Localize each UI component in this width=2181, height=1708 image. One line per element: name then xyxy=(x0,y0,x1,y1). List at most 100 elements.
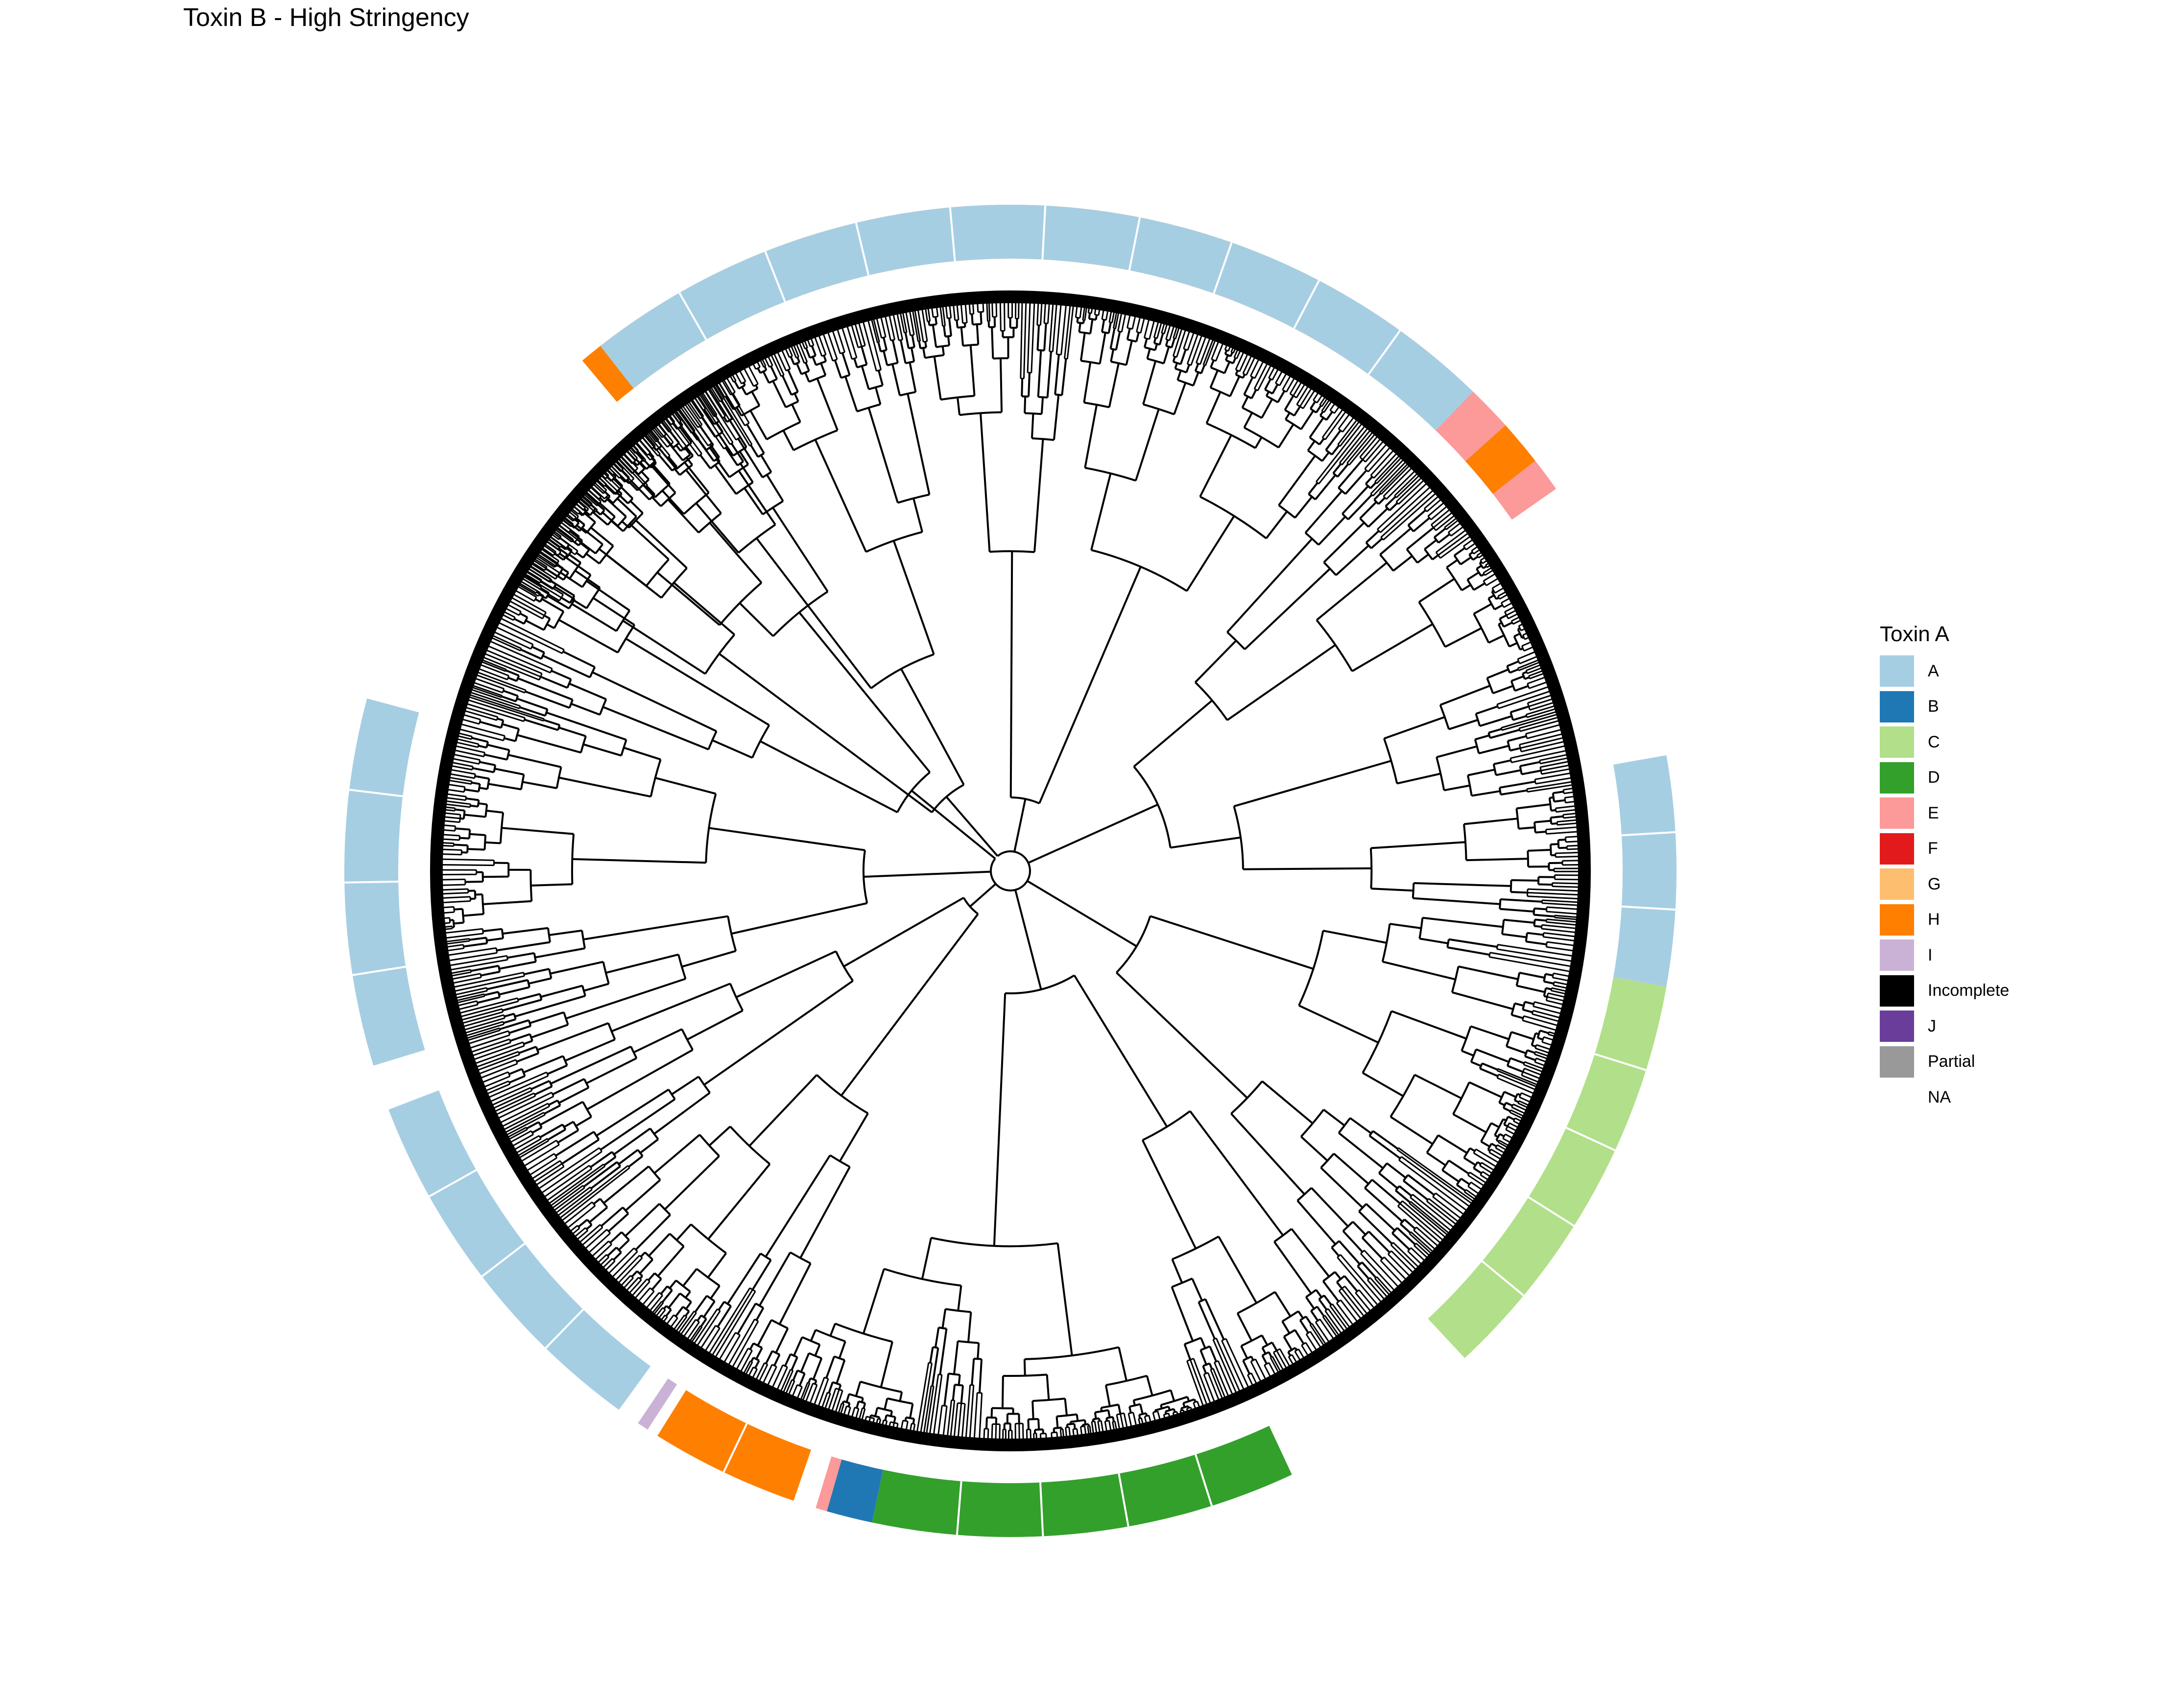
leaf-branches xyxy=(448,784,466,793)
leaf-branches xyxy=(495,1092,536,1115)
internal-branch xyxy=(904,332,915,350)
internal-branch xyxy=(572,570,601,609)
leaf-branches xyxy=(864,1416,875,1423)
leaf-branches xyxy=(1555,852,1579,858)
leaf-branches xyxy=(638,1287,655,1305)
internal-branch xyxy=(639,453,656,470)
internal-branch xyxy=(592,502,616,526)
leaf-branches xyxy=(1195,337,1211,365)
internal-branch xyxy=(624,1203,671,1251)
internal-branch xyxy=(1462,818,1528,862)
internal-branch xyxy=(455,808,466,820)
internal-branch xyxy=(971,312,983,326)
ring-separator xyxy=(1621,905,1676,911)
internal-branch xyxy=(485,810,504,844)
leaf-branches xyxy=(1505,1122,1518,1135)
leaf-branches xyxy=(1221,1338,1249,1390)
legend-label: B xyxy=(1928,697,1939,716)
internal-branch xyxy=(509,1033,533,1045)
internal-branch xyxy=(1031,394,1060,441)
ring-separator xyxy=(1621,831,1676,837)
internal-branch xyxy=(749,1342,763,1360)
leaf-branches xyxy=(646,1292,663,1311)
ring-separator xyxy=(481,1243,526,1277)
internal-branch xyxy=(1519,761,1541,775)
internal-branch xyxy=(1037,350,1052,399)
leaf-branches xyxy=(1126,315,1136,330)
leaf-branches xyxy=(479,664,510,680)
internal-branch xyxy=(1304,490,1346,546)
leaf-branches xyxy=(1545,906,1578,915)
leaf-branches xyxy=(1488,1149,1503,1160)
internal-branch xyxy=(1024,396,1044,415)
legend-label: F xyxy=(1928,839,1938,858)
internal-branch xyxy=(540,670,572,689)
internal-branch xyxy=(468,890,477,900)
leaf-branches xyxy=(523,572,564,601)
ring-separator xyxy=(956,1481,962,1535)
internal-branch xyxy=(1499,898,1542,913)
leaf-branches xyxy=(1517,1100,1529,1108)
leaf-branches xyxy=(1564,795,1575,804)
internal-branch xyxy=(1515,803,1551,830)
leaf-branches xyxy=(1039,1432,1047,1439)
tree-tips xyxy=(430,290,1591,1451)
leaf-branches xyxy=(1534,1051,1548,1059)
internal-branch xyxy=(1399,1218,1416,1234)
internal-branch xyxy=(1394,1185,1412,1203)
internal-branch xyxy=(682,1268,720,1299)
leaf-branches xyxy=(502,1103,551,1130)
ring-separator xyxy=(1041,205,1047,260)
internal-branch xyxy=(466,797,480,808)
internal-branch xyxy=(1183,1337,1206,1360)
internal-branch xyxy=(1171,1277,1203,1342)
internal-branch xyxy=(1362,1010,1467,1097)
internal-branch xyxy=(546,711,627,757)
leaf-branches xyxy=(1483,567,1493,576)
legend-label: G xyxy=(1928,874,1941,893)
legend-swatch xyxy=(1880,904,1914,936)
leaf-branches xyxy=(1552,972,1569,982)
leaf-branches xyxy=(1510,616,1521,625)
internal-branch xyxy=(993,974,1168,1246)
leaf-branches xyxy=(483,650,543,681)
internal-branch xyxy=(1525,932,1547,946)
internal-branch xyxy=(1446,559,1471,591)
internal-branch xyxy=(741,385,759,396)
leaf-branches xyxy=(1055,305,1067,356)
internal-branch xyxy=(596,504,605,516)
legend-item: D xyxy=(1880,760,2009,796)
leaf-branches xyxy=(1510,745,1566,764)
leaf-branches xyxy=(1183,331,1195,351)
internal-branch xyxy=(812,355,827,366)
internal-branch xyxy=(956,320,966,329)
leaf-branches xyxy=(1517,659,1539,672)
internal-branch xyxy=(1361,1230,1390,1260)
leaf-branches xyxy=(785,347,793,358)
leaf-branches xyxy=(443,896,472,904)
internal-branch xyxy=(598,523,670,587)
leaf-branches xyxy=(965,1384,975,1438)
internal-branch xyxy=(861,365,884,390)
internal-branch xyxy=(502,690,519,702)
leaf-branches xyxy=(447,793,467,801)
leaf-branches xyxy=(1152,1410,1161,1421)
internal-branch xyxy=(1088,313,1098,321)
internal-branch xyxy=(454,908,465,925)
leaf-branches xyxy=(556,1186,593,1216)
legend-label: A xyxy=(1928,661,1939,680)
internal-branch xyxy=(756,537,935,689)
internal-branch xyxy=(695,470,776,553)
legend-label: Incomplete xyxy=(1928,981,2010,1000)
root-branch xyxy=(969,883,997,908)
internal-branch xyxy=(544,1099,561,1115)
leaf-branches xyxy=(494,626,534,650)
ring-separator xyxy=(1195,1454,1213,1506)
leaf-branches xyxy=(931,307,939,318)
internal-branch xyxy=(1194,363,1205,375)
leaf-branches xyxy=(807,338,815,347)
leaf-branches xyxy=(446,800,472,808)
leaf-branches xyxy=(1526,888,1579,900)
internal-branch xyxy=(1143,338,1158,351)
legend-item: I xyxy=(1880,938,2009,973)
